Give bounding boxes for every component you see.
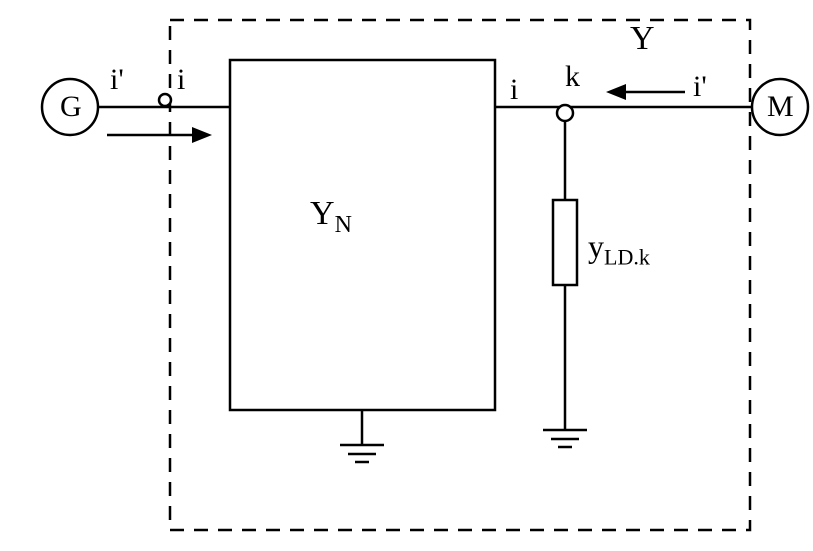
label-y: Y [630, 20, 655, 58]
yn-block [230, 60, 495, 410]
label-g: G [60, 90, 82, 124]
terminal-k [557, 105, 573, 121]
label-i-mid: i [510, 73, 518, 107]
arrow-right-head [606, 84, 626, 100]
circuit-diagram: G M Y YN yLD.k i' i i k i' [0, 0, 813, 551]
load-rect [553, 200, 577, 285]
arrow-left-head [192, 127, 212, 143]
label-k: k [565, 60, 580, 94]
label-yn: YN [310, 195, 352, 239]
dashed-boundary [170, 20, 750, 530]
label-i-prime-right: i' [693, 70, 707, 104]
terminal-left [159, 94, 171, 106]
label-yldk: yLD.k [588, 228, 650, 270]
label-m: M [767, 90, 794, 124]
label-i-prime-left: i' [110, 63, 124, 97]
label-i-left: i [177, 63, 185, 97]
